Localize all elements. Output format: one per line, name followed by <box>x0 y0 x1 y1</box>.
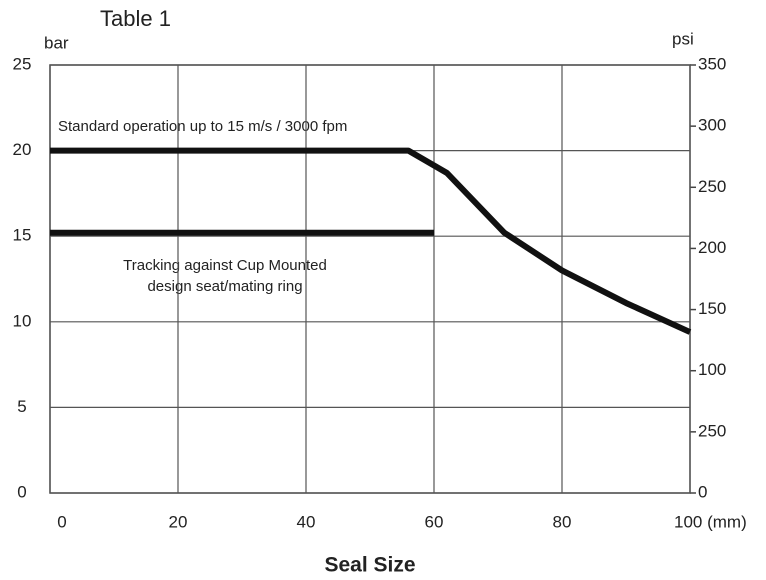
y-tick-label: 15 <box>13 226 32 245</box>
annotation: design seat/mating ring <box>147 278 302 295</box>
x-tick-label: 80 <box>553 512 572 531</box>
y2-tick-label: 300 <box>698 116 726 135</box>
y-tick-label: 0 <box>17 482 26 501</box>
y2-tick-label: 350 <box>698 54 726 73</box>
y2-tick-label: 100 <box>698 360 726 379</box>
y-tick-label: 25 <box>13 54 32 73</box>
annotation: Tracking against Cup Mounted <box>123 257 327 274</box>
x-tick-label: 100 (mm) <box>674 512 747 531</box>
y2-axis-label: psi <box>672 29 694 48</box>
y2-tick-label: 250 <box>698 421 726 440</box>
line-series <box>50 147 692 335</box>
y-axis-label: bar <box>44 33 69 52</box>
x-tick-label: 60 <box>425 512 444 531</box>
y2-tick-label: 150 <box>698 299 726 318</box>
y2-tick-label: 250 <box>698 177 726 196</box>
x-axis-label: Seal Size <box>324 554 415 577</box>
y2-tick-label: 200 <box>698 238 726 257</box>
x-tick-label: 20 <box>169 512 188 531</box>
chart-title: Table 1 <box>100 6 171 31</box>
x-tick-label: 0 <box>57 512 66 531</box>
y-tick-label: 10 <box>13 311 32 330</box>
annotation: Standard operation up to 15 m/s / 3000 f… <box>58 118 347 135</box>
x-tick-label: 40 <box>297 512 316 531</box>
y-tick-label: 5 <box>17 397 26 416</box>
y2-tick-label: 0 <box>698 482 707 501</box>
y-tick-label: 20 <box>13 140 32 159</box>
